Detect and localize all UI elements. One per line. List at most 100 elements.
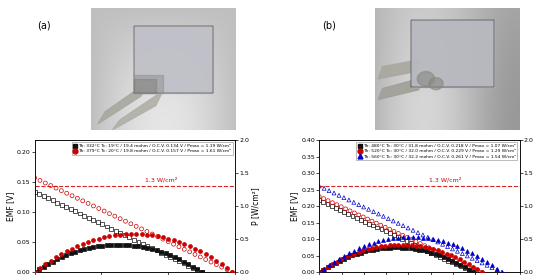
Point xyxy=(434,248,442,253)
Point xyxy=(344,212,353,216)
Point xyxy=(478,270,486,274)
Point xyxy=(419,248,427,253)
Point xyxy=(120,243,129,247)
Point xyxy=(357,251,365,255)
Point xyxy=(126,232,135,236)
Point xyxy=(344,255,353,259)
Point xyxy=(402,246,411,250)
Y-axis label: EMF [V]: EMF [V] xyxy=(290,191,299,221)
Point xyxy=(374,239,383,243)
Point xyxy=(364,247,372,251)
Point xyxy=(365,248,373,253)
Point xyxy=(444,257,453,261)
Point xyxy=(473,267,482,271)
Point xyxy=(460,262,469,266)
Point xyxy=(468,251,477,255)
Point xyxy=(443,241,452,245)
Point xyxy=(319,267,328,271)
Point xyxy=(398,237,407,241)
Point xyxy=(376,223,385,227)
Point xyxy=(166,255,174,259)
Point xyxy=(41,181,50,185)
Point xyxy=(438,252,447,256)
Point xyxy=(368,219,376,223)
Point xyxy=(333,259,341,264)
Point xyxy=(315,270,324,274)
Point xyxy=(385,231,394,235)
Point xyxy=(427,251,435,255)
Point xyxy=(98,243,107,248)
Point xyxy=(179,261,188,266)
Point xyxy=(403,243,411,247)
Point xyxy=(49,259,57,264)
Text: (b): (b) xyxy=(322,20,336,31)
Point xyxy=(175,240,183,244)
Point xyxy=(438,242,447,246)
Point xyxy=(35,267,43,271)
Point xyxy=(464,268,473,273)
Point xyxy=(488,265,496,270)
Point xyxy=(389,219,398,223)
Point xyxy=(488,263,496,267)
Point xyxy=(148,232,157,236)
Point xyxy=(456,263,465,267)
Point xyxy=(188,266,197,270)
Point xyxy=(315,194,324,199)
Point xyxy=(448,247,457,251)
Point xyxy=(143,244,152,248)
Point xyxy=(372,245,381,249)
Point xyxy=(402,239,411,243)
Point xyxy=(341,255,350,259)
Point xyxy=(443,244,452,249)
Point xyxy=(62,253,70,257)
Point xyxy=(427,251,435,255)
Point xyxy=(197,270,206,274)
Point xyxy=(175,244,183,249)
Point xyxy=(103,243,111,247)
Point xyxy=(44,262,52,266)
Point xyxy=(98,222,107,227)
Point xyxy=(368,246,376,250)
Point xyxy=(354,213,363,217)
Point xyxy=(73,196,82,200)
Point xyxy=(390,243,398,247)
Point xyxy=(385,245,394,250)
Point xyxy=(448,242,457,247)
Point xyxy=(139,242,147,246)
Point xyxy=(67,251,75,256)
Point xyxy=(337,257,345,262)
Point xyxy=(196,255,205,259)
Point xyxy=(62,191,71,196)
Legend: Th: 332°C Tc: 19°C / 19.4 mohm / O.C.V. 0.134 V / Pmax = 1.19 W/cm², Th: 379°C T: Th: 332°C Tc: 19°C / 19.4 mohm / O.C.V. … xyxy=(71,142,233,155)
Point xyxy=(394,245,402,250)
Polygon shape xyxy=(417,72,434,86)
Point xyxy=(407,237,416,242)
Point xyxy=(39,194,48,198)
Point xyxy=(315,198,324,202)
Point xyxy=(103,224,111,229)
Point xyxy=(350,211,359,215)
Point xyxy=(416,241,425,246)
Point xyxy=(359,205,368,209)
Point xyxy=(84,201,92,206)
Point xyxy=(359,215,367,219)
Point xyxy=(385,243,394,247)
Point xyxy=(157,251,165,255)
Point xyxy=(352,216,361,220)
Point xyxy=(469,270,477,274)
Point xyxy=(130,243,138,248)
Point xyxy=(324,264,332,269)
Point xyxy=(184,262,192,266)
Point xyxy=(201,252,210,257)
Point xyxy=(425,246,433,250)
Point xyxy=(438,239,447,243)
Point xyxy=(35,192,43,196)
Point xyxy=(357,218,365,222)
Point xyxy=(130,237,138,242)
Point xyxy=(354,250,363,254)
Point xyxy=(340,254,348,258)
Point xyxy=(341,207,350,211)
Point xyxy=(85,246,93,250)
Point xyxy=(458,246,466,251)
Point xyxy=(411,239,420,244)
